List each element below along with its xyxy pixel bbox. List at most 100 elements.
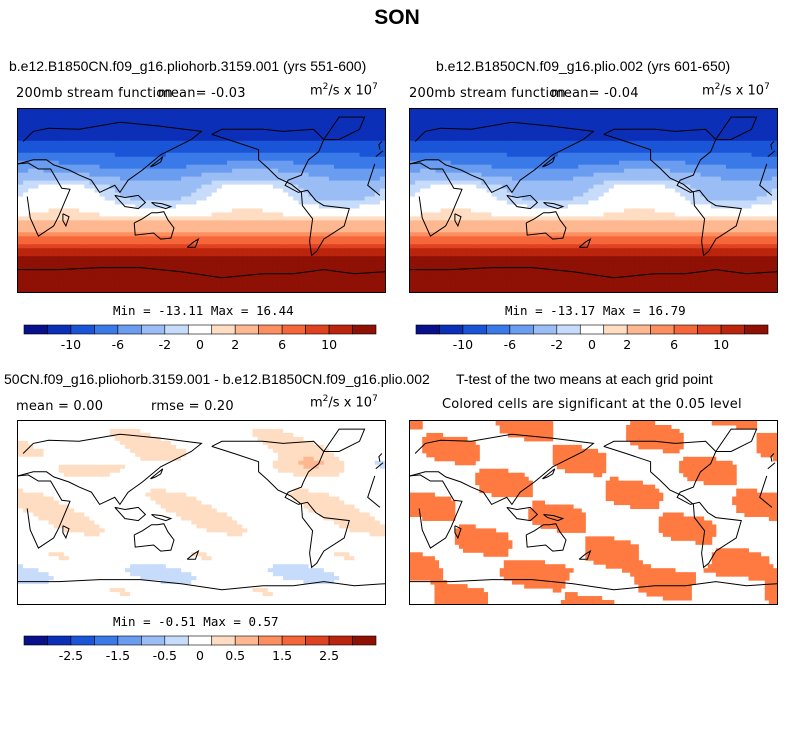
field-cell <box>262 196 269 202</box>
field-cell <box>303 112 310 118</box>
field-cell <box>481 132 488 138</box>
field-cell <box>84 200 90 206</box>
field-cell <box>359 260 366 265</box>
field-cell <box>746 172 753 178</box>
field-cell <box>542 140 549 146</box>
field-cell <box>568 112 574 118</box>
field-cell <box>181 216 187 221</box>
field-cell <box>303 260 310 265</box>
field-cell <box>74 168 80 174</box>
field-cell <box>232 200 238 206</box>
field-cell <box>165 152 172 158</box>
field-cell <box>150 140 157 146</box>
field-cell <box>267 260 274 265</box>
field-cell <box>165 120 172 126</box>
field-cell <box>293 224 299 229</box>
field-cell <box>364 212 371 218</box>
field-cell <box>496 136 503 142</box>
field-cell <box>486 144 493 150</box>
field-cell <box>186 276 192 281</box>
field-cell <box>720 192 727 198</box>
field-cell <box>99 240 106 245</box>
field-cell <box>267 124 274 130</box>
field-cell <box>38 228 45 233</box>
field-cell <box>84 288 90 292</box>
field-cell <box>552 176 559 182</box>
field-cell <box>476 140 482 146</box>
field-cell <box>440 144 447 150</box>
field-cell <box>328 224 335 229</box>
field-cell <box>170 244 177 249</box>
field-cell <box>578 188 584 194</box>
field-cell <box>318 152 325 158</box>
field-cell <box>369 224 376 229</box>
field-cell <box>119 188 126 194</box>
field-cell <box>644 109 651 114</box>
field-cell <box>344 164 350 170</box>
field-cell <box>374 216 381 221</box>
field-cell <box>537 180 544 186</box>
field-cell <box>267 196 274 202</box>
field-cell <box>511 176 518 182</box>
field-cell <box>216 280 223 285</box>
field-cell <box>18 164 24 170</box>
field-cell <box>104 144 111 150</box>
field-cell <box>155 220 162 225</box>
field-cell <box>186 116 192 122</box>
field-cell <box>119 152 126 158</box>
field-cell <box>196 176 203 182</box>
field-cell <box>323 248 330 253</box>
field-cell <box>435 168 442 174</box>
field-cell <box>471 192 477 198</box>
field-cell <box>420 128 426 134</box>
colorbar-swatch <box>258 324 283 335</box>
field-cell <box>339 128 345 134</box>
field-cell <box>68 248 75 253</box>
field-cell <box>736 144 742 150</box>
field-cell <box>486 180 493 186</box>
field-cell <box>288 272 294 277</box>
field-cell <box>125 276 131 281</box>
field-cell <box>196 200 203 206</box>
field-cell <box>568 152 574 158</box>
field-cell <box>43 164 50 170</box>
field-cell <box>466 188 472 194</box>
field-cell <box>629 192 635 198</box>
field-cell <box>237 196 243 202</box>
field-cell <box>654 164 661 170</box>
field-cell <box>700 148 707 154</box>
field-cell <box>624 124 630 130</box>
field-cell <box>216 256 223 261</box>
field-cell <box>756 184 763 190</box>
field-cell <box>440 152 447 158</box>
field-cell <box>272 156 279 162</box>
field-cell <box>221 168 228 174</box>
field-cell <box>18 200 24 206</box>
field-cell <box>613 172 620 178</box>
field-cell <box>104 168 111 174</box>
field-cell <box>28 112 34 118</box>
field-cell <box>94 132 101 138</box>
field-cell <box>18 212 24 218</box>
field-cell <box>349 212 356 218</box>
field-cell <box>201 192 208 198</box>
field-cell <box>165 232 172 237</box>
field-cell <box>145 252 152 257</box>
field-cell <box>272 204 279 210</box>
field-cell <box>618 180 625 186</box>
field-cell <box>349 256 356 261</box>
field-cell <box>242 220 248 225</box>
field-cell <box>63 204 70 210</box>
field-cell <box>756 176 763 182</box>
field-cell <box>710 152 717 158</box>
field-cell <box>196 276 203 281</box>
panel1-map <box>17 108 386 293</box>
field-cell <box>104 228 111 233</box>
field-cell <box>272 268 279 273</box>
field-cell <box>176 268 182 273</box>
field-cell <box>334 200 340 206</box>
field-cell <box>191 232 198 237</box>
field-cell <box>700 160 707 166</box>
field-cell <box>155 184 162 190</box>
field-cell <box>242 116 248 122</box>
